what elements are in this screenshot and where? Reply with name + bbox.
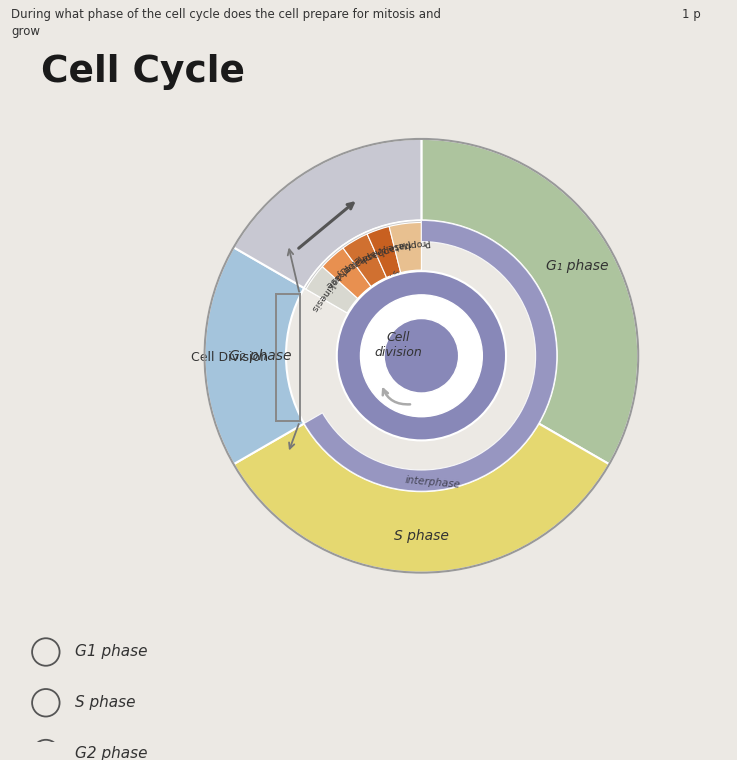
Text: Telophase: Telophase [324, 252, 365, 290]
Text: 1 p: 1 p [682, 8, 700, 21]
Text: During what phase of the cell cycle does the cell prepare for mitosis and: During what phase of the cell cycle does… [11, 8, 441, 21]
Text: Prophase: Prophase [385, 236, 430, 251]
Text: G₂ phase: G₂ phase [229, 349, 292, 363]
Text: G2 phase: G2 phase [75, 746, 148, 760]
Text: G₁ phase: G₁ phase [546, 259, 608, 273]
Text: Cell Cycle: Cell Cycle [41, 54, 245, 90]
Text: interphase: interphase [405, 475, 461, 489]
Circle shape [360, 295, 482, 416]
Circle shape [337, 271, 506, 440]
Text: Anaphase: Anaphase [343, 242, 388, 274]
Wedge shape [343, 234, 386, 287]
Wedge shape [367, 226, 401, 277]
Text: Cell Division: Cell Division [191, 351, 268, 364]
Text: Mitosis: Mitosis [380, 267, 402, 302]
Wedge shape [322, 248, 371, 299]
Wedge shape [389, 223, 422, 273]
Wedge shape [304, 220, 422, 356]
Text: S phase: S phase [394, 529, 449, 543]
Wedge shape [234, 139, 422, 288]
Text: G1 phase: G1 phase [75, 644, 148, 660]
Text: Cytokinesis: Cytokinesis [309, 264, 348, 313]
Wedge shape [205, 247, 304, 464]
Wedge shape [304, 220, 557, 491]
Wedge shape [234, 423, 609, 572]
Wedge shape [422, 139, 638, 464]
Wedge shape [306, 267, 357, 313]
Text: grow: grow [11, 25, 40, 38]
Text: Metaphase: Metaphase [359, 237, 411, 263]
Circle shape [384, 318, 458, 393]
Text: S phase: S phase [75, 695, 136, 711]
Text: Cell
division: Cell division [374, 331, 422, 359]
